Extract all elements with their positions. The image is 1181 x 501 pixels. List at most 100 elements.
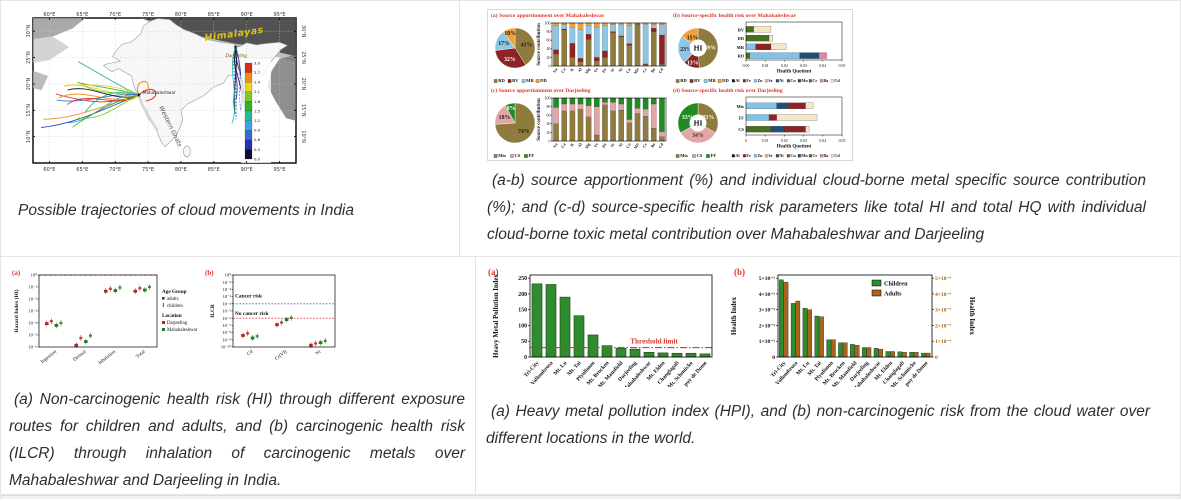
svg-text:Ni: Ni xyxy=(617,141,624,148)
svg-text:100: 100 xyxy=(545,20,551,25)
svg-text:Ba: Ba xyxy=(823,78,829,83)
svg-text:1.5: 1.5 xyxy=(254,108,261,113)
svg-text:Mahabaleshwar: Mahabaleshwar xyxy=(167,328,198,333)
svg-text:95°E: 95°E xyxy=(274,167,286,173)
svg-text:Zn: Zn xyxy=(757,153,763,158)
svg-text:0: 0 xyxy=(745,139,747,143)
svg-text:★: ★ xyxy=(136,92,141,99)
svg-text:80°E: 80°E xyxy=(175,12,187,18)
svg-text:3.0: 3.0 xyxy=(254,60,261,65)
svg-text:Heavy Metal Pollution Index: Heavy Metal Pollution Index xyxy=(493,274,500,358)
svg-text:60°E: 60°E xyxy=(43,12,55,18)
svg-text:MR: MR xyxy=(526,78,534,83)
svg-text:(a) Source apportionment over: (a) Source apportionment over Mahabalesh… xyxy=(491,12,605,19)
svg-text:Fe: Fe xyxy=(593,67,600,73)
svg-text:10⁻²: 10⁻² xyxy=(223,287,232,292)
svg-text:FF: FF xyxy=(711,153,717,158)
svg-text:BV: BV xyxy=(694,78,701,83)
svg-text:Cr(VI): Cr(VI) xyxy=(274,349,288,362)
svg-text:30°N: 30°N xyxy=(300,25,306,38)
svg-text:(b) Source-specific health ri: (b) Source-specific health risk over Mah… xyxy=(673,12,797,19)
svg-text:85°E: 85°E xyxy=(208,12,220,18)
svg-text:60°E: 60°E xyxy=(43,167,55,173)
svg-text:Ni: Ni xyxy=(779,78,784,83)
svg-text:Source contribution: Source contribution xyxy=(537,23,542,66)
svg-text:10⁻⁵: 10⁻⁵ xyxy=(28,333,37,338)
map-figure: ★ ★ Himalayas Darjeeling Mahabaleshwar Wester… xyxy=(13,11,451,224)
svg-text:20: 20 xyxy=(547,130,551,135)
svg-text:Ca: Ca xyxy=(560,67,567,74)
svg-text:Zn: Zn xyxy=(601,141,608,148)
cell-source-apportionment: (a) Source apportionment over Mahabalesh… xyxy=(460,1,1180,257)
svg-text:Mg: Mg xyxy=(584,142,591,150)
map-caption: Possible trajectories of cloud movements… xyxy=(18,202,354,219)
svg-text:75°E: 75°E xyxy=(142,167,154,173)
svg-text:2×10⁻²: 2×10⁻² xyxy=(759,323,776,329)
hpi-caption: (a) Heavy metal pollution index (HPI), a… xyxy=(486,403,1150,448)
svg-text:Total: Total xyxy=(135,349,147,360)
svg-text:Mg: Mg xyxy=(584,67,591,75)
svg-text:Children: Children xyxy=(884,281,908,288)
svg-text:10⁻²: 10⁻² xyxy=(29,297,38,302)
svg-text:17%: 17% xyxy=(498,41,510,47)
svg-text:10⁻⁹: 10⁻⁹ xyxy=(222,337,231,342)
svg-text:Mix: Mix xyxy=(736,104,744,109)
svg-text:Sr: Sr xyxy=(768,153,772,158)
svg-text:0: 0 xyxy=(549,138,551,143)
svg-text:FF: FF xyxy=(739,116,745,121)
svg-text:1.8: 1.8 xyxy=(254,99,261,104)
svg-text:ILCR: ILCR xyxy=(210,304,216,318)
svg-text:Fe: Fe xyxy=(746,153,751,158)
svg-text:3×10⁻²: 3×10⁻² xyxy=(759,308,776,314)
svg-text:Al: Al xyxy=(577,141,584,148)
svg-text:0.02: 0.02 xyxy=(781,139,788,143)
svg-text:10⁻⁷: 10⁻⁷ xyxy=(222,323,231,328)
svg-text:10°N: 10°N xyxy=(26,130,32,143)
svg-text:Zn: Zn xyxy=(757,78,763,83)
svg-text:Al: Al xyxy=(735,153,740,158)
svg-text:10°N: 10°N xyxy=(300,130,306,143)
svg-text:Ba: Ba xyxy=(823,153,829,158)
svg-text:Cu: Cu xyxy=(790,78,796,83)
svg-text:10⁻⁴: 10⁻⁴ xyxy=(222,301,231,306)
svg-text:0.00: 0.00 xyxy=(743,64,750,68)
svg-text:Hazard Index (HI): Hazard Index (HI) xyxy=(13,289,20,332)
svg-text:3×10⁻⁴: 3×10⁻⁴ xyxy=(935,308,952,314)
svg-text:Adults: Adults xyxy=(884,291,902,298)
svg-text:0.6: 0.6 xyxy=(254,137,261,142)
svg-text:Darjeeling: Darjeeling xyxy=(167,321,188,326)
svg-text:BV: BV xyxy=(738,27,745,32)
svg-text:CS: CS xyxy=(515,153,521,158)
svg-text:Na: Na xyxy=(552,67,559,74)
svg-text:50: 50 xyxy=(521,339,527,345)
svg-text:49%: 49% xyxy=(704,46,716,52)
svg-text:Cu: Cu xyxy=(625,66,632,74)
india-cloud-trajectory-map: ★★HimalayasDarjeelingMahabaleshwarWester… xyxy=(26,12,306,173)
svg-text:1×10⁻⁴: 1×10⁻⁴ xyxy=(935,339,952,345)
svg-text:Cu: Cu xyxy=(790,153,796,158)
svg-text:2.1: 2.1 xyxy=(254,89,261,94)
svg-text:41%: 41% xyxy=(521,43,533,49)
svg-text:0.03: 0.03 xyxy=(800,139,807,143)
svg-text:Threshold limit: Threshold limit xyxy=(630,338,678,346)
hpi-health-index-bar-figure: (a)Heavy Metal Pollution Index 0 50 100 150 2… xyxy=(488,267,975,393)
svg-text:40: 40 xyxy=(547,121,551,126)
svg-text:Mahabaleshwar: Mahabaleshwar xyxy=(143,90,176,95)
svg-text:65°E: 65°E xyxy=(76,167,88,173)
svg-text:90°E: 90°E xyxy=(241,167,253,173)
svg-text:10⁰: 10⁰ xyxy=(225,273,232,278)
svg-text:75°E: 75°E xyxy=(142,12,154,18)
svg-text:children: children xyxy=(167,304,183,309)
svg-text:23%: 23% xyxy=(680,47,692,53)
svg-text:4×10⁻²: 4×10⁻² xyxy=(759,292,776,298)
svg-text:10%: 10% xyxy=(504,31,516,37)
svg-text:0.03: 0.03 xyxy=(800,64,807,68)
svg-text:(b): (b) xyxy=(205,269,214,277)
svg-text:Cd: Cd xyxy=(657,66,664,74)
svg-text:4×10⁻⁴: 4×10⁻⁴ xyxy=(935,292,952,298)
svg-text:Inhalation: Inhalation xyxy=(98,349,117,366)
svg-text:10⁻⁶: 10⁻⁶ xyxy=(222,316,231,321)
svg-text:RD: RD xyxy=(680,78,687,83)
svg-text:0: 0 xyxy=(772,355,775,361)
